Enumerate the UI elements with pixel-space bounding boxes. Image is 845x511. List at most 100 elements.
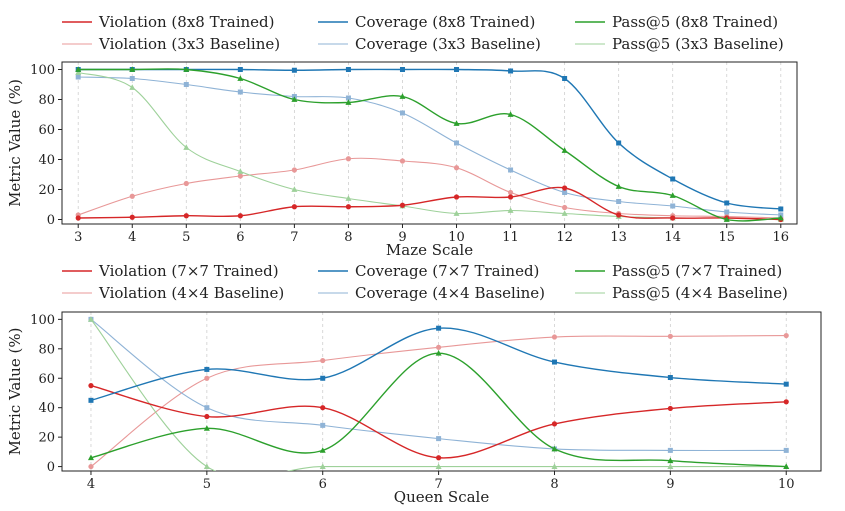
x-tick-label: 6	[319, 477, 327, 492]
data-point	[237, 213, 243, 219]
data-point	[453, 210, 460, 216]
y-tick-label: 20	[38, 183, 55, 198]
data-point	[237, 168, 244, 174]
data-point	[237, 67, 243, 72]
data-point	[561, 210, 568, 216]
y-tick-label: 20	[38, 431, 55, 446]
data-point	[204, 405, 210, 411]
data-point	[562, 185, 568, 191]
y-tick-label: 40	[38, 401, 55, 416]
data-point	[319, 463, 326, 469]
data-point	[75, 66, 82, 72]
legend-label: Pass@5 (4×4 Baseline)	[612, 284, 788, 302]
series-5	[75, 74, 784, 218]
data-point	[345, 156, 352, 162]
data-point	[783, 463, 790, 469]
data-point	[561, 147, 568, 153]
data-point	[551, 359, 557, 365]
x-tick-label: 5	[203, 477, 211, 492]
data-point	[345, 204, 352, 210]
data-point	[237, 89, 243, 95]
series-line	[78, 76, 781, 216]
data-point	[453, 120, 460, 126]
y-axis-label: Metric Value (%)	[6, 79, 24, 207]
data-point	[183, 180, 189, 187]
data-point	[237, 75, 244, 81]
x-tick-label: 12	[556, 230, 573, 245]
legend-label: Pass@5 (7×7 Trained)	[612, 262, 782, 280]
data-point	[667, 333, 673, 339]
data-point	[436, 344, 442, 350]
data-point	[783, 381, 789, 387]
series-3	[75, 66, 784, 222]
y-tick-label: 0	[47, 213, 55, 228]
data-point	[320, 405, 326, 411]
data-point	[87, 316, 94, 322]
data-point	[183, 82, 189, 87]
data-point	[320, 375, 326, 381]
data-point	[507, 194, 514, 200]
series-line	[78, 157, 781, 219]
data-point	[551, 421, 558, 427]
legend-label: Pass@5 (3x3 Baseline)	[612, 35, 784, 53]
data-point	[88, 383, 94, 389]
series-3	[87, 350, 790, 469]
x-tick-label: 11	[502, 230, 519, 245]
data-point	[203, 463, 210, 469]
data-point	[435, 350, 442, 356]
series-2	[88, 325, 789, 403]
y-tick-label: 100	[30, 313, 55, 328]
data-point	[88, 463, 94, 470]
x-tick-label: 8	[344, 230, 352, 245]
data-point	[724, 200, 730, 206]
series-line	[78, 186, 781, 221]
x-tick-label: 7	[434, 477, 442, 492]
data-point	[399, 202, 406, 208]
data-point	[667, 375, 673, 381]
legend-label: Coverage (3x3 Baseline)	[355, 35, 541, 53]
data-point	[670, 176, 676, 182]
legend: Violation (8x8 Trained) Coverage (8x8 Tra…	[62, 13, 784, 53]
data-point	[129, 84, 136, 90]
data-point	[319, 447, 326, 453]
data-point	[667, 405, 673, 412]
data-point	[436, 325, 442, 331]
x-tick-label: 13	[610, 230, 627, 245]
data-point	[129, 76, 135, 81]
data-point	[399, 67, 405, 72]
legend-label: Violation (8x8 Trained)	[98, 13, 275, 31]
series-line	[78, 68, 781, 210]
data-point	[183, 213, 189, 219]
data-point	[291, 96, 298, 102]
data-point	[508, 167, 514, 173]
y-tick-label: 60	[38, 372, 55, 387]
y-tick-label: 80	[38, 342, 55, 357]
chart-1: 3 4 5 6 7 8 9 10 11 12 13 14 15 16 0 20 40 60 80 100 Maze Sc…	[6, 13, 798, 259]
series-line	[78, 68, 781, 222]
x-axis-label: Maze Scale	[386, 241, 473, 259]
data-point	[783, 447, 789, 453]
data-point	[723, 216, 730, 222]
data-point	[454, 140, 460, 146]
data-point	[562, 204, 568, 211]
y-tick-label: 100	[30, 63, 55, 78]
data-point	[320, 422, 326, 428]
data-point	[783, 399, 789, 405]
data-point	[203, 425, 210, 431]
data-point	[237, 173, 243, 179]
data-point	[783, 332, 789, 339]
data-point	[399, 158, 406, 164]
data-point	[436, 436, 442, 442]
data-point	[291, 186, 298, 192]
data-point	[345, 95, 351, 101]
data-point	[291, 204, 297, 210]
data-point	[320, 357, 326, 364]
legend-label: Violation (4×4 Baseline)	[98, 284, 284, 302]
data-point	[615, 183, 622, 189]
data-point	[204, 413, 210, 420]
plot-frame	[61, 311, 822, 472]
data-point	[616, 199, 622, 204]
data-point	[667, 447, 673, 453]
x-tick-label: 4	[87, 477, 95, 492]
data-point	[507, 111, 514, 117]
